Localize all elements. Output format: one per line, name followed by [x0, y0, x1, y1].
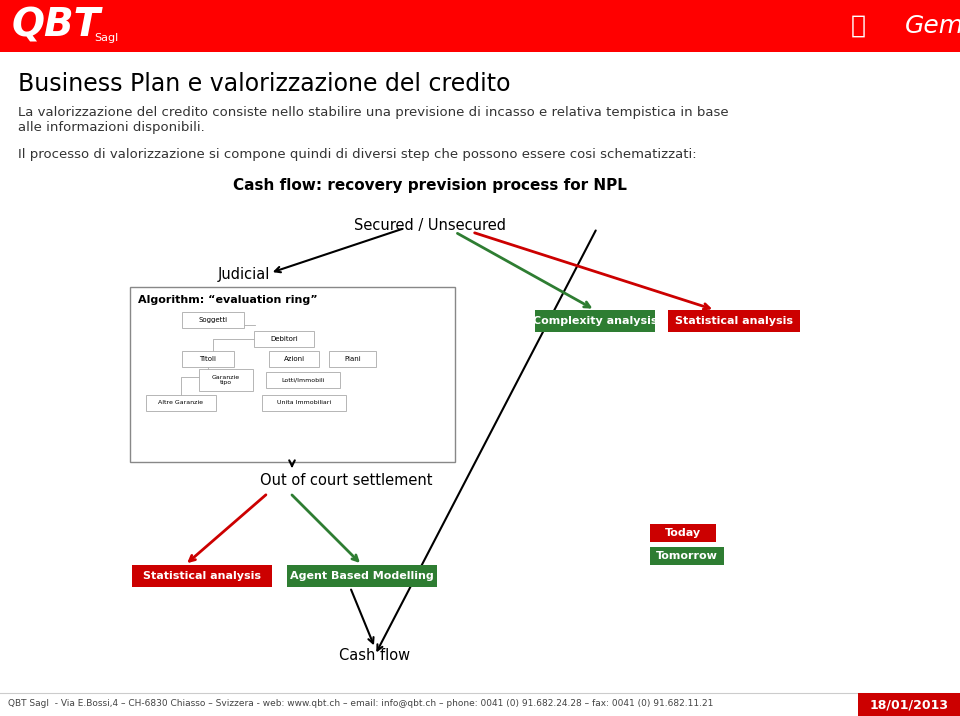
FancyBboxPatch shape [132, 565, 272, 587]
FancyBboxPatch shape [146, 395, 216, 411]
FancyBboxPatch shape [266, 372, 340, 388]
FancyBboxPatch shape [650, 547, 724, 565]
FancyBboxPatch shape [329, 351, 376, 367]
FancyBboxPatch shape [182, 351, 234, 367]
FancyBboxPatch shape [182, 312, 244, 328]
FancyBboxPatch shape [287, 565, 437, 587]
Text: Cash flow: recovery prevision process for NPL: Cash flow: recovery prevision process fo… [233, 178, 627, 193]
FancyBboxPatch shape [535, 310, 655, 332]
Text: Today: Today [665, 528, 701, 538]
FancyBboxPatch shape [262, 395, 346, 411]
Text: QBT: QBT [12, 7, 101, 45]
Text: Titoli: Titoli [200, 356, 217, 362]
Text: La valorizzazione del credito consiste nello stabilire una previsione di incasso: La valorizzazione del credito consiste n… [18, 106, 729, 119]
Text: Business Plan e valorizzazione del credito: Business Plan e valorizzazione del credi… [18, 72, 511, 96]
Text: Soggetti: Soggetti [199, 317, 228, 323]
FancyBboxPatch shape [130, 287, 455, 462]
Text: Il processo di valorizzazione si compone quindi di diversi step che possono esse: Il processo di valorizzazione si compone… [18, 148, 697, 161]
FancyBboxPatch shape [858, 693, 960, 716]
Text: Cash flow: Cash flow [340, 648, 411, 663]
FancyBboxPatch shape [199, 369, 253, 391]
FancyBboxPatch shape [0, 0, 960, 52]
FancyBboxPatch shape [668, 310, 800, 332]
Text: Tomorrow: Tomorrow [656, 551, 718, 561]
Text: Statistical analysis: Statistical analysis [675, 316, 793, 326]
Text: Azioni: Azioni [283, 356, 304, 362]
Text: Garanzie
tipo: Garanzie tipo [212, 374, 240, 385]
Text: Agent Based Modelling: Agent Based Modelling [290, 571, 434, 581]
Text: Altre Garanzie: Altre Garanzie [158, 400, 204, 405]
FancyBboxPatch shape [269, 351, 319, 367]
Text: Algorithm: “evaluation ring”: Algorithm: “evaluation ring” [138, 295, 318, 305]
Text: Out of court settlement: Out of court settlement [260, 473, 433, 488]
Text: Statistical analysis: Statistical analysis [143, 571, 261, 581]
Text: Sagl: Sagl [94, 33, 118, 43]
Text: alle informazioni disponibili.: alle informazioni disponibili. [18, 121, 204, 134]
FancyBboxPatch shape [650, 524, 716, 542]
Text: Judicial: Judicial [218, 267, 270, 282]
Text: Secured / Unsecured: Secured / Unsecured [354, 218, 506, 233]
Text: Unita Immobiliari: Unita Immobiliari [276, 400, 331, 405]
Text: Lotti/Immobili: Lotti/Immobili [281, 377, 324, 382]
Text: Piani: Piani [344, 356, 361, 362]
FancyBboxPatch shape [254, 331, 314, 347]
Text: ♖: ♖ [851, 14, 866, 37]
Text: Gemini: Gemini [905, 14, 960, 38]
Text: Debitori: Debitori [270, 336, 298, 342]
Text: QBT Sagl  - Via E.Bossi,4 – CH-6830 Chiasso – Svizzera - web: www.qbt.ch – email: QBT Sagl - Via E.Bossi,4 – CH-6830 Chias… [8, 700, 713, 709]
Text: 18/01/2013: 18/01/2013 [870, 698, 948, 711]
Text: Complexity analysis: Complexity analysis [533, 316, 658, 326]
